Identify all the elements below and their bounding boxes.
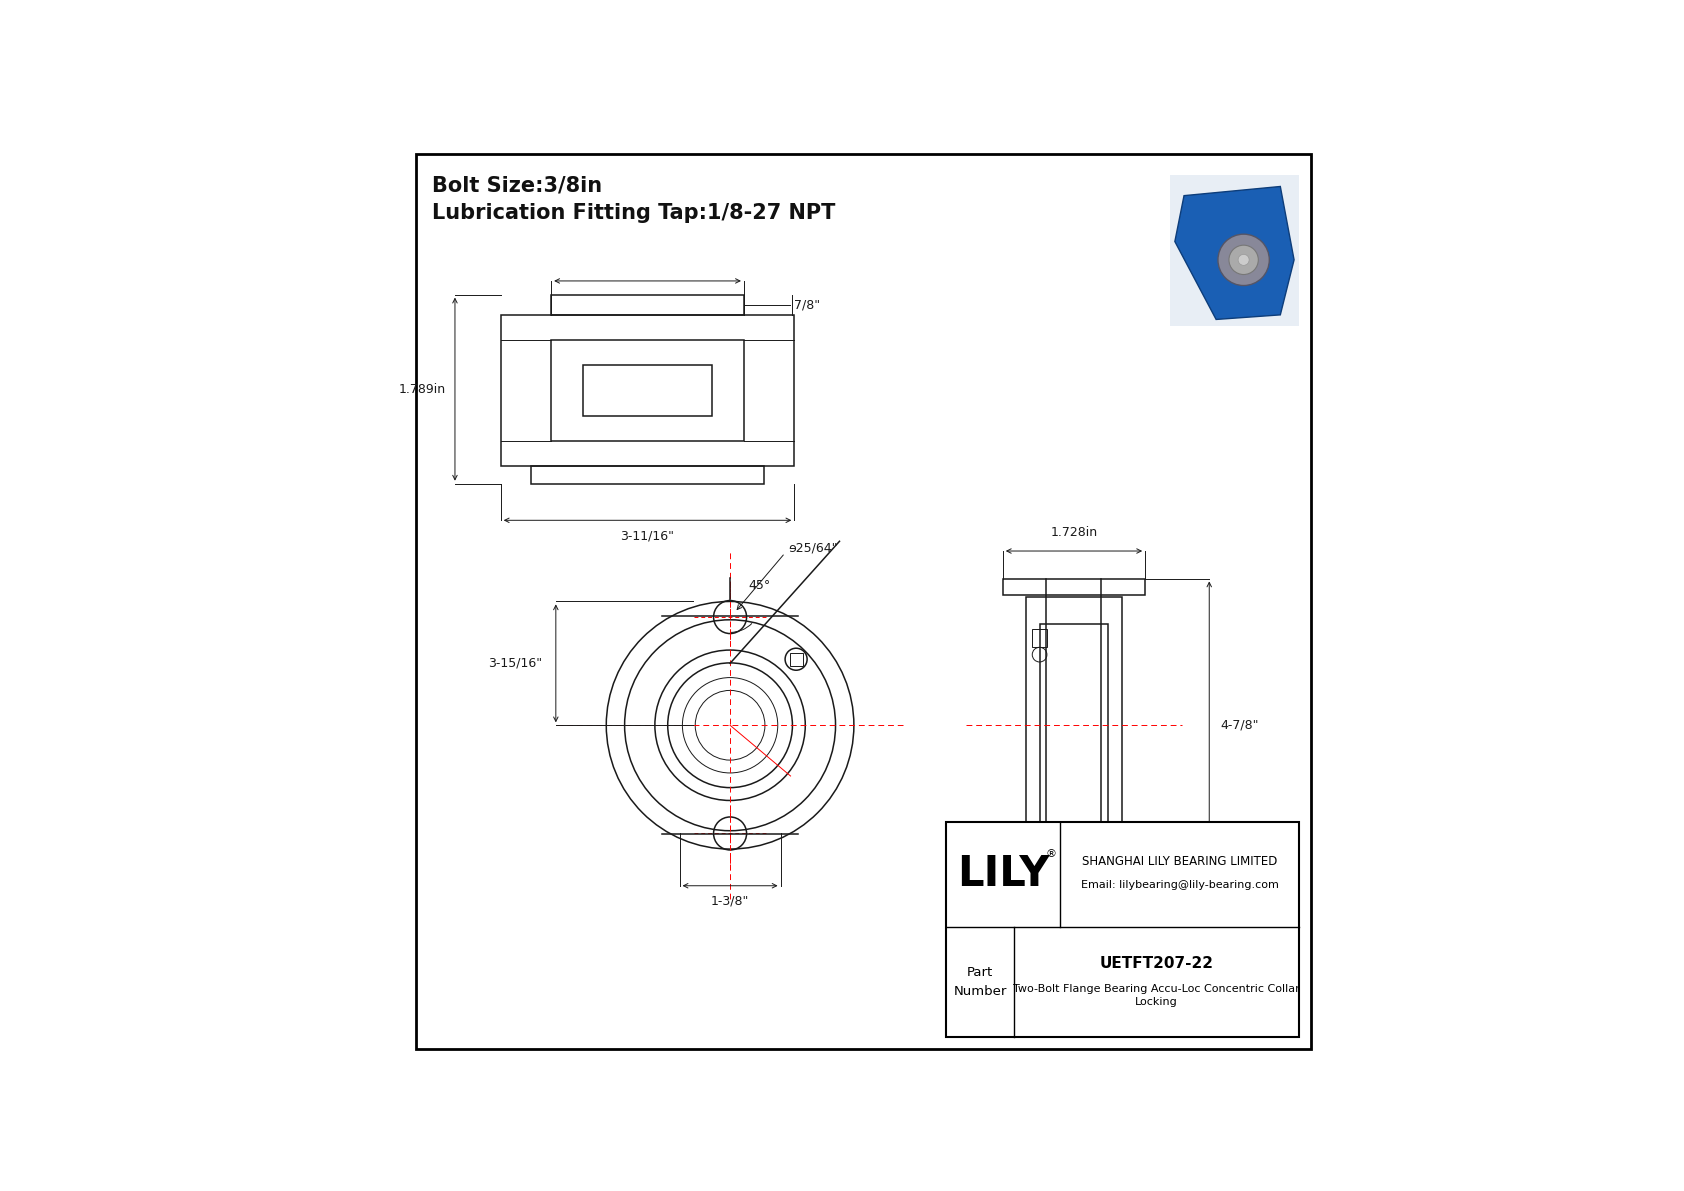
Text: Bolt Size:3/8in: Bolt Size:3/8in [433, 175, 603, 195]
Polygon shape [1175, 187, 1293, 319]
Text: 1.789in: 1.789in [399, 382, 446, 395]
Text: 4-7/8": 4-7/8" [1221, 718, 1258, 731]
Bar [583, 366, 712, 416]
Text: 7/8": 7/8" [795, 298, 820, 311]
Text: SHANGHAI LILY BEARING LIMITED: SHANGHAI LILY BEARING LIMITED [1081, 855, 1276, 868]
Text: Locking: Locking [1135, 997, 1177, 1008]
Bar [1039, 624, 1108, 827]
Bar [1004, 855, 1145, 872]
Text: UETFT207-22: UETFT207-22 [1100, 956, 1214, 971]
Text: 1-7/32": 1-7/32" [1051, 918, 1096, 931]
Bar [530, 466, 765, 484]
Circle shape [1229, 245, 1258, 274]
Text: 3-15/16": 3-15/16" [488, 657, 542, 669]
Text: 3-11/16": 3-11/16" [620, 530, 675, 542]
Bar [1170, 175, 1298, 326]
Bar [551, 294, 744, 314]
Bar [790, 653, 803, 666]
Bar [551, 341, 744, 441]
Bar [1032, 629, 1047, 648]
Text: LILY: LILY [957, 853, 1049, 896]
Text: 45°: 45° [749, 579, 771, 592]
Text: 1.728in: 1.728in [1051, 526, 1098, 540]
Text: Part
Number: Part Number [953, 966, 1007, 998]
Bar [1026, 597, 1122, 854]
Bar [500, 314, 795, 466]
Bar [1004, 579, 1145, 596]
Circle shape [1218, 235, 1270, 286]
Circle shape [1238, 255, 1250, 266]
Text: Two-Bolt Flange Bearing Accu-Loc Concentric Collar: Two-Bolt Flange Bearing Accu-Loc Concent… [1014, 985, 1300, 994]
Text: 1-3/8": 1-3/8" [711, 894, 749, 908]
Text: Lubrication Fitting Tap:1/8-27 NPT: Lubrication Fitting Tap:1/8-27 NPT [433, 202, 835, 223]
Text: Email: lilybearing@lily-bearing.com: Email: lilybearing@lily-bearing.com [1081, 880, 1278, 891]
Bar [946, 822, 1298, 1037]
Text: ®: ® [1046, 849, 1056, 859]
Text: ɘ25/64": ɘ25/64" [788, 542, 837, 555]
